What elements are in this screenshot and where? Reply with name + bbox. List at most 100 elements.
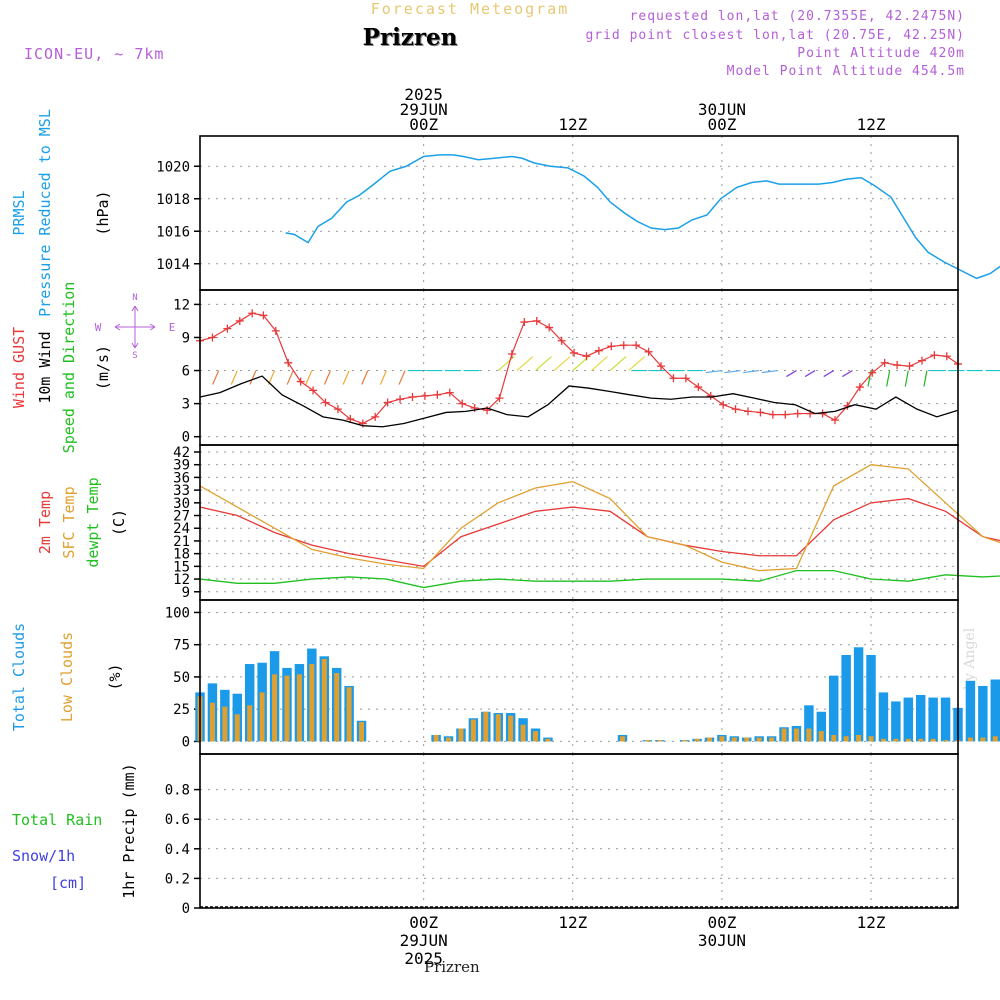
wind-direction-arrow — [786, 370, 797, 378]
gust-marker — [781, 410, 790, 419]
low-cloud-bar — [694, 738, 700, 742]
wind-speed-line — [199, 375, 959, 428]
total-cloud-bar — [866, 655, 876, 742]
gust-marker — [830, 416, 839, 425]
low-cloud-bar — [222, 706, 228, 742]
gust-marker — [557, 336, 566, 345]
low-cloud-bar — [856, 734, 862, 742]
panel-precip — [194, 753, 959, 909]
total-cloud-bar — [853, 647, 864, 742]
top-time-label: 12Z — [558, 115, 587, 134]
wind-direction-arrow — [628, 356, 646, 372]
gust-marker — [495, 394, 504, 403]
gust-marker — [694, 383, 703, 392]
low-cloud-bar — [980, 737, 986, 742]
y-tick-label: 0 — [182, 430, 190, 446]
total-cloud-bar — [829, 675, 839, 742]
panel-wind — [114, 289, 1000, 446]
y-tick-label: 18 — [173, 547, 190, 563]
compass-north: N — [132, 293, 137, 303]
gust-marker — [507, 350, 516, 359]
y-tick-label: 21 — [173, 534, 190, 550]
wind-direction-arrow — [342, 370, 350, 385]
y-tick-label: 0.6 — [165, 812, 190, 828]
bottom-time-label: 29JUN — [400, 931, 448, 950]
gust-marker — [917, 356, 926, 365]
y-tick-label: 27 — [173, 509, 190, 525]
wind-direction-arrow — [398, 370, 406, 385]
wind-direction-arrow — [842, 370, 853, 378]
wind-direction-arrow — [705, 369, 722, 374]
y-tick-label: 15 — [173, 559, 190, 575]
gust-marker — [470, 404, 479, 413]
temp-line-0 — [199, 497, 1000, 568]
wind-direction-arrow — [553, 356, 571, 372]
y-tick-label: 42 — [173, 445, 190, 461]
low-cloud-bar — [545, 738, 551, 742]
low-cloud-bar — [359, 722, 365, 742]
gust-marker — [706, 391, 715, 400]
low-cloud-bar — [905, 738, 911, 742]
gust-marker — [582, 352, 591, 361]
y-tick-label: 36 — [173, 470, 190, 486]
low-cloud-bar — [620, 736, 625, 742]
total-cloud-bar — [244, 664, 255, 742]
gust-marker — [669, 374, 678, 383]
low-cloud-bar — [346, 687, 352, 742]
wind-direction-arrow — [804, 370, 816, 378]
panel-label-clouds-2: (%) — [106, 663, 124, 690]
total-cloud-bar — [903, 697, 914, 742]
gust-marker — [868, 368, 877, 377]
bottom-time-label: 2025 — [404, 949, 443, 968]
panel-label-temperature-0: 2m Temp — [36, 491, 54, 554]
y-tick-label: 3 — [182, 397, 190, 413]
low-cloud-bar — [470, 719, 476, 742]
gust-marker — [607, 342, 616, 351]
wind-direction-arrow — [761, 369, 778, 374]
bottom-time-label: 12Z — [857, 913, 886, 932]
y-tick-label: 9 — [182, 330, 190, 346]
gust-marker — [259, 311, 268, 320]
gust-marker — [930, 351, 939, 360]
y-tick-label: 9 — [182, 585, 190, 601]
precip-label-snow: Snow/1h — [12, 847, 75, 865]
wind-direction-arrow — [379, 370, 387, 385]
gust-marker — [445, 388, 454, 397]
y-tick-label: 6 — [182, 364, 190, 380]
total-cloud-bar — [990, 679, 1000, 742]
low-cloud-bar — [967, 737, 973, 742]
panel-clouds — [194, 599, 1000, 755]
compass-east: E — [169, 321, 176, 334]
chart-title: Forecast Meteogram — [370, 0, 570, 18]
temp-line-1 — [199, 464, 1000, 572]
low-cloud-bar — [893, 738, 899, 742]
gust-marker — [905, 362, 914, 371]
low-cloud-bar — [706, 737, 712, 742]
low-cloud-bar — [495, 714, 501, 742]
panel-label-pressure-2: (hPa) — [94, 190, 112, 235]
top-time-label: 30JUN — [698, 100, 746, 119]
y-tick-label: 12 — [173, 572, 190, 588]
wind-direction-arrow — [923, 370, 928, 387]
gust-marker — [420, 391, 429, 400]
gust-marker — [731, 405, 740, 414]
low-cloud-bar — [234, 714, 240, 742]
total-cloud-bar — [841, 655, 851, 742]
low-cloud-bar — [719, 736, 725, 742]
low-cloud-bar — [781, 728, 787, 742]
gust-marker — [545, 323, 554, 332]
y-tick-label: 39 — [173, 458, 190, 474]
y-tick-label: 1018 — [156, 192, 190, 208]
pressure-line — [285, 154, 1000, 280]
wind-direction-arrow — [823, 370, 835, 378]
low-cloud-bar — [880, 738, 886, 742]
top-time-label: 00Z — [409, 115, 438, 134]
y-tick-label: 12 — [173, 297, 190, 313]
low-cloud-bar — [992, 736, 998, 742]
panel-label-wind-2: Speed and Direction — [60, 282, 78, 454]
y-tick-label: 1020 — [156, 159, 190, 175]
panel-temperature — [194, 444, 1000, 601]
y-tick-label: 75 — [173, 638, 190, 654]
low-cloud-bar — [284, 675, 290, 742]
y-tick-label: 0 — [182, 901, 190, 917]
